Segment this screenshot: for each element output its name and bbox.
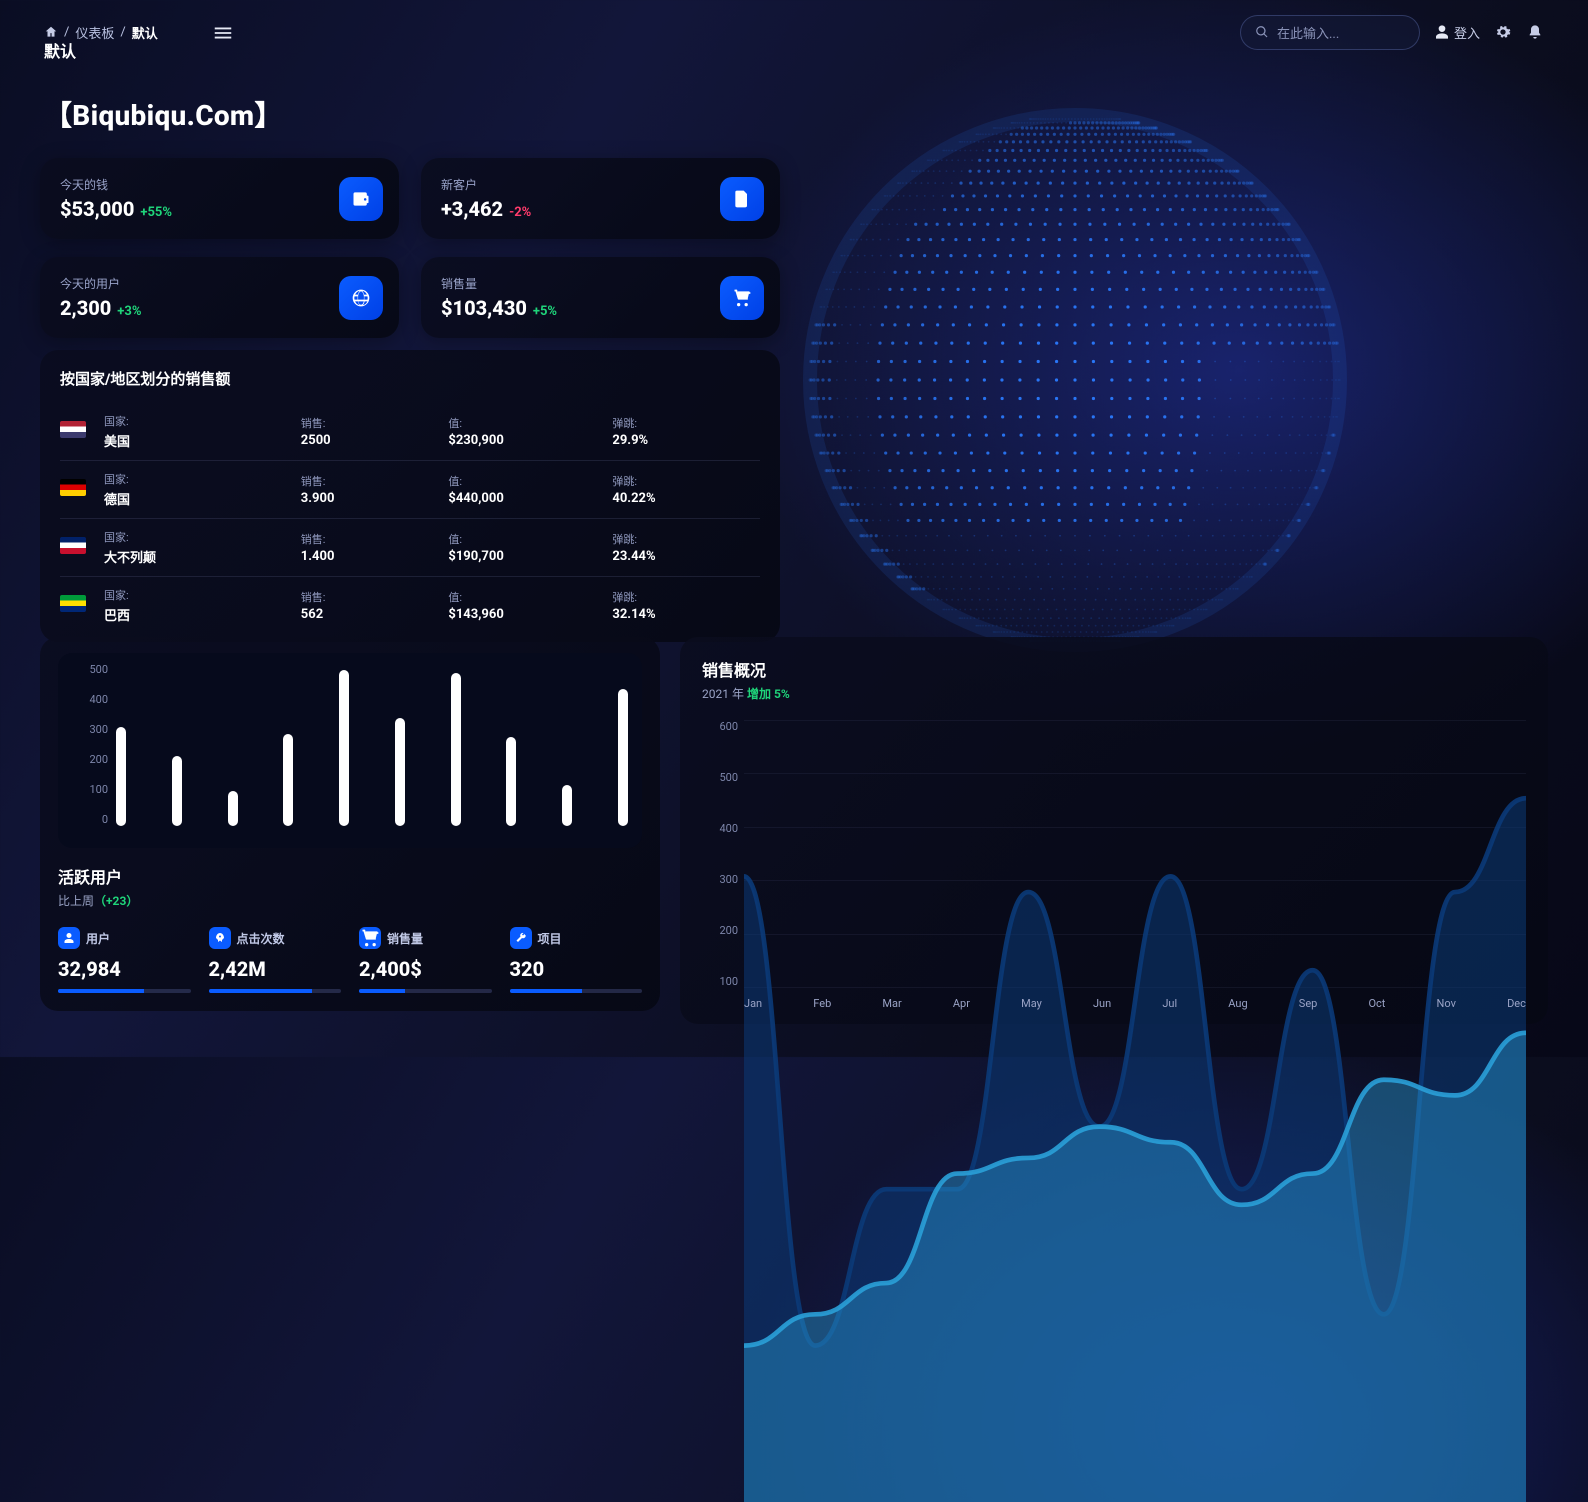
stat-label: 今天的用户 — [60, 275, 379, 292]
rocket-icon — [209, 927, 231, 949]
stat-label: 销售量 — [441, 275, 760, 292]
table-row: 国家:美国 销售:2500 值:$230,900 弹跳:29.9% — [60, 403, 760, 460]
bar — [339, 670, 349, 826]
stat-value: +3,462-2% — [441, 197, 760, 221]
stat-label: 今天的钱 — [60, 176, 379, 193]
table-row: 国家:德国 销售:3.900 值:$440,000 弹跳:40.22% — [60, 460, 760, 518]
breadcrumb-dash[interactable]: 仪表板 — [75, 23, 114, 42]
sales-overview-sub: 2021 年 增加 5% — [702, 685, 1526, 702]
mini-stat: 用户 32,984 — [58, 927, 191, 993]
sales-overview-panel: 销售概况 2021 年 增加 5% 600500400300200100 Jan… — [680, 637, 1548, 1024]
wrench-icon — [510, 927, 532, 949]
stat-value: $53,000+55% — [60, 197, 379, 221]
globe-illustration — [790, 95, 1360, 665]
flag-icon — [60, 479, 86, 496]
user-icon — [58, 927, 80, 949]
bar — [562, 785, 572, 826]
user-icon — [1434, 24, 1450, 40]
menu-toggle-icon[interactable] — [212, 22, 234, 44]
bar — [228, 791, 238, 826]
home-icon[interactable] — [44, 25, 58, 39]
mini-stat: 销售量 2,400$ — [359, 927, 492, 993]
mini-stat: 点击次数 2,42M — [209, 927, 342, 993]
table-row: 国家:大不列颠 销售:1.400 值:$190,700 弹跳:23.44% — [60, 518, 760, 576]
mini-stat: 项目 320 — [510, 927, 643, 993]
stat-card-1: 新客户 +3,462-2% — [421, 158, 780, 239]
sales-by-country-card: 按国家/地区划分的销售额 国家:美国 销售:2500 值:$230,900 弹跳… — [40, 350, 780, 642]
active-users-panel: 5004003002001000 活跃用户 比上周（+23） 用户 32,984… — [40, 637, 660, 1011]
stat-card-0: 今天的钱 $53,000+55% — [40, 158, 399, 239]
bar — [618, 689, 628, 826]
bar — [506, 737, 516, 826]
signin-link[interactable]: 登入 — [1434, 23, 1480, 42]
table-row: 国家:巴西 销售:562 值:$143,960 弹跳:32.14% — [60, 576, 760, 634]
gear-icon[interactable] — [1494, 23, 1512, 41]
brand-title: 【Biqubiqu.Com】 — [44, 94, 283, 134]
globe-icon — [339, 276, 383, 320]
search-input[interactable]: 在此输入... — [1240, 15, 1420, 50]
bar-chart: 5004003002001000 — [58, 653, 642, 848]
stat-label: 新客户 — [441, 176, 760, 193]
breadcrumb-current: 默认 — [132, 23, 158, 42]
sales-by-country-title: 按国家/地区划分的销售额 — [60, 368, 760, 389]
sales-overview-title: 销售概况 — [702, 657, 1526, 681]
stat-card-2: 今天的用户 2,300+3% — [40, 257, 399, 338]
flag-icon — [60, 595, 86, 612]
page-title: 默认 — [44, 38, 76, 62]
area-chart — [744, 720, 1526, 1502]
bar — [116, 727, 126, 826]
bell-icon[interactable] — [1526, 23, 1544, 41]
flag-icon — [60, 421, 86, 438]
search-placeholder: 在此输入... — [1277, 23, 1339, 42]
bar — [451, 673, 461, 826]
stat-value: 2,300+3% — [60, 296, 379, 320]
document-icon — [720, 177, 764, 221]
bar — [283, 734, 293, 826]
breadcrumb: / 仪表板 / 默认 默认 — [44, 23, 158, 42]
active-users-title: 活跃用户 — [58, 864, 642, 888]
cart-icon — [359, 927, 381, 949]
bar — [172, 756, 182, 826]
search-icon — [1255, 25, 1269, 39]
stat-card-3: 销售量 $103,430+5% — [421, 257, 780, 338]
stat-value: $103,430+5% — [441, 296, 760, 320]
flag-icon — [60, 537, 86, 554]
bar — [395, 718, 405, 826]
active-users-sub: 比上周（+23） — [58, 892, 642, 909]
wallet-icon — [339, 177, 383, 221]
cart-icon — [720, 276, 764, 320]
